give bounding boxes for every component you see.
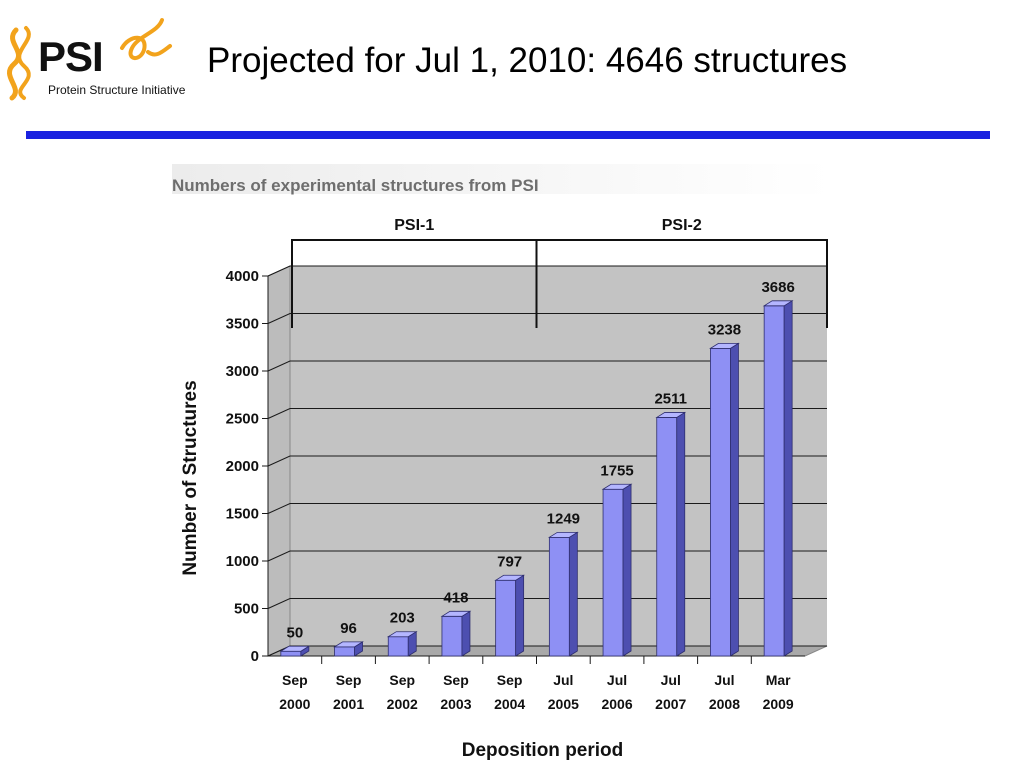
- data-label: 3686: [761, 279, 794, 296]
- bar-chart: 0 500 1000 1500 2000 2500 3000 3500 4000 50 Sep 200…: [180, 217, 828, 761]
- x-tick-label: 2000: [279, 696, 310, 712]
- bar-side: [730, 342, 739, 657]
- gridline: [267, 455, 827, 467]
- chart-panel: Numbers of experimental structures from …: [164, 152, 856, 768]
- bar-side: [676, 411, 686, 657]
- y-tick-label: 2000: [226, 458, 259, 475]
- x-tick-label: 2007: [655, 696, 686, 712]
- chart-title: Numbers of experimental structures from …: [172, 176, 539, 195]
- x-tick-label: Sep: [389, 672, 415, 688]
- bar-top: [601, 483, 633, 490]
- x-tick-label: Mar: [766, 672, 791, 688]
- x-tick-label: 2004: [494, 696, 525, 712]
- data-label: 418: [443, 589, 468, 606]
- bar: [495, 579, 517, 657]
- y-tick-label: 2500: [226, 411, 259, 428]
- bar-side: [461, 610, 471, 657]
- phase-label: PSI-1: [394, 217, 434, 234]
- bar-top: [762, 300, 794, 307]
- psi-logo: PSI Protein Structure Initiative: [2, 12, 192, 102]
- data-label: 3238: [708, 321, 741, 338]
- y-tick-label: 4000: [226, 268, 259, 285]
- x-tick-label: 2002: [387, 696, 418, 712]
- helix-icon: [7, 18, 172, 101]
- x-tick-label: Jul: [607, 672, 627, 688]
- data-label: 2511: [654, 390, 687, 407]
- bar: [763, 305, 785, 657]
- x-tick-label: 2005: [548, 696, 579, 712]
- bar: [656, 417, 678, 657]
- bar-side: [515, 574, 525, 657]
- gridline: [267, 360, 827, 372]
- bar: [387, 636, 409, 657]
- bar-top: [386, 631, 418, 638]
- bar-top: [333, 641, 364, 648]
- x-tick-label: Sep: [443, 672, 469, 688]
- gridline: [267, 265, 827, 277]
- phase-label: PSI-2: [662, 217, 702, 234]
- bar-top: [440, 610, 472, 617]
- gridline: [267, 598, 827, 609]
- x-tick-label: Jul: [714, 672, 734, 688]
- data-label: 797: [497, 553, 522, 570]
- x-tick-label: Jul: [553, 672, 573, 688]
- y-tick-label: 1000: [226, 553, 259, 570]
- x-tick-label: Sep: [497, 672, 523, 688]
- bar-top: [494, 574, 526, 581]
- x-tick-label: Sep: [282, 672, 308, 688]
- x-tick-label: Sep: [336, 672, 362, 688]
- y-tick-label: 0: [251, 648, 259, 665]
- gridline: [267, 313, 827, 324]
- x-tick-label: 2001: [333, 696, 364, 712]
- y-axis-title: Number of Structures: [180, 380, 201, 575]
- y-tick-label: 1500: [226, 506, 259, 523]
- bar: [602, 488, 624, 657]
- gridline: [267, 408, 827, 419]
- bar-side: [783, 300, 793, 657]
- bar-top: [655, 412, 687, 418]
- bar: [280, 650, 302, 657]
- data-label: 1755: [600, 462, 633, 479]
- y-tick-label: 500: [234, 601, 259, 618]
- bar: [441, 615, 463, 657]
- x-tick-label: 2008: [709, 696, 740, 712]
- bar: [710, 347, 731, 657]
- x-axis-title: Deposition period: [462, 740, 624, 761]
- bar-side: [568, 531, 578, 657]
- bar: [548, 536, 570, 657]
- y-tick-label: 3500: [226, 316, 259, 333]
- x-tick-label: 2009: [763, 696, 794, 712]
- gridline: [267, 503, 827, 514]
- x-tick-label: Jul: [661, 672, 681, 688]
- slide-title: Projected for Jul 1, 2010: 4646 structur…: [207, 41, 848, 80]
- x-tick-label: 2006: [601, 696, 632, 712]
- bar-top: [279, 645, 311, 652]
- data-label: 96: [340, 620, 357, 637]
- gridline: [267, 550, 827, 562]
- phase-bracket: [535, 239, 828, 328]
- logo-wordmark: PSI: [38, 33, 104, 80]
- data-label: 203: [390, 610, 415, 627]
- y-tick-label: 3000: [226, 363, 259, 380]
- bar-top: [547, 531, 579, 538]
- bar-top: [709, 342, 740, 349]
- data-label: 1249: [547, 510, 580, 527]
- bar-side: [622, 483, 632, 657]
- title-divider: [26, 131, 990, 139]
- chart-heading-band: Numbers of experimental structures from …: [172, 164, 832, 195]
- bar: [334, 646, 355, 657]
- logo-subtitle: Protein Structure Initiative: [48, 83, 186, 97]
- data-label: 50: [287, 624, 304, 641]
- x-tick-label: 2003: [440, 696, 471, 712]
